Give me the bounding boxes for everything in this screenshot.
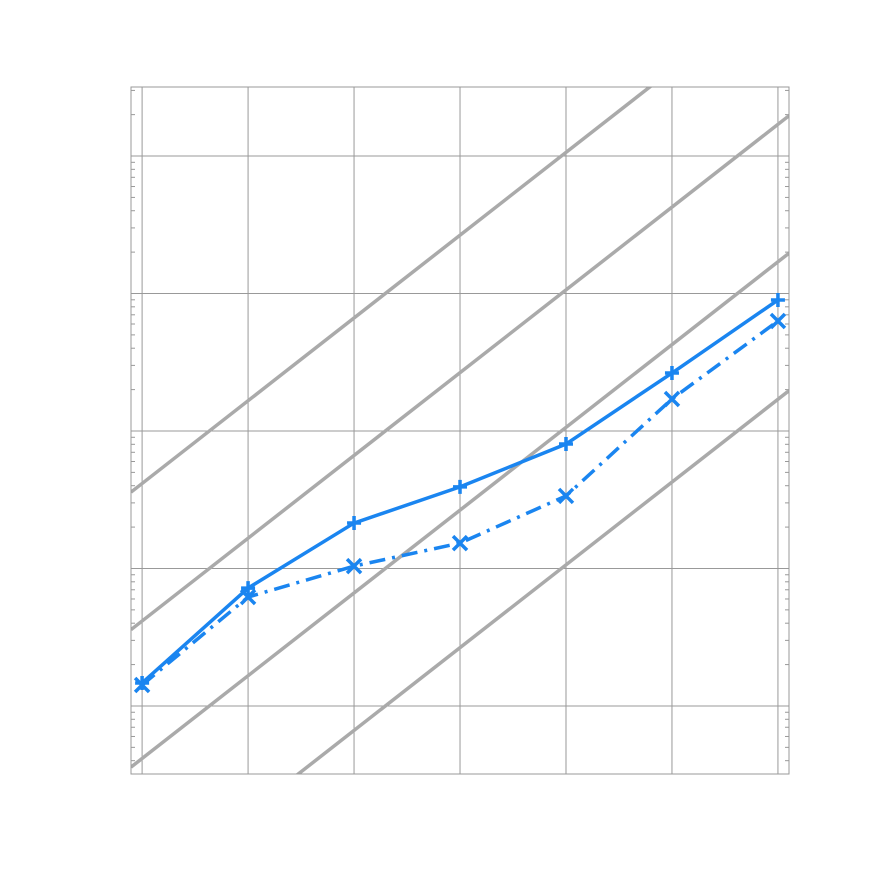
marker xyxy=(133,676,151,694)
plot-content xyxy=(131,87,789,774)
marker xyxy=(345,557,363,575)
marker xyxy=(239,588,257,606)
reference-line xyxy=(131,87,653,494)
marker xyxy=(453,479,468,494)
marker xyxy=(770,292,785,307)
marker xyxy=(241,581,256,596)
marker xyxy=(769,312,787,330)
marker xyxy=(558,437,573,452)
marker xyxy=(451,534,469,552)
reference-line xyxy=(131,251,789,769)
marker xyxy=(663,390,681,408)
reference-line xyxy=(295,389,789,774)
plot-frame xyxy=(130,86,790,775)
marker xyxy=(664,366,679,381)
grid xyxy=(131,87,789,774)
reference-line xyxy=(131,114,789,632)
marker xyxy=(347,516,362,531)
marker xyxy=(557,487,575,505)
